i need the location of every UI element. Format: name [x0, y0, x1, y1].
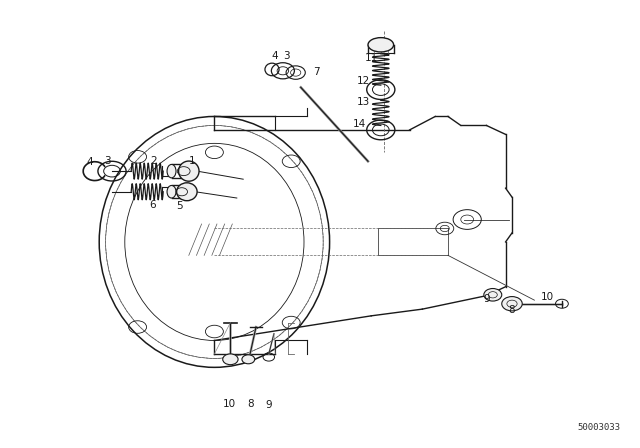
Text: 4: 4	[272, 51, 278, 61]
Text: 1: 1	[189, 156, 195, 166]
Text: 6: 6	[149, 200, 156, 210]
Ellipse shape	[177, 183, 197, 201]
Text: 8: 8	[509, 305, 515, 315]
Text: 14: 14	[353, 119, 366, 129]
Ellipse shape	[167, 185, 176, 198]
Ellipse shape	[368, 38, 394, 52]
Text: 4: 4	[86, 157, 93, 167]
Text: 7: 7	[314, 67, 320, 77]
Text: 3: 3	[104, 156, 111, 166]
Text: 8: 8	[248, 399, 254, 409]
Text: 9: 9	[483, 294, 490, 304]
Text: 9: 9	[266, 400, 272, 410]
Text: 3: 3	[284, 51, 290, 61]
Ellipse shape	[179, 161, 199, 181]
Text: 11: 11	[365, 53, 378, 63]
Ellipse shape	[167, 164, 176, 178]
Circle shape	[223, 354, 238, 365]
Text: 12: 12	[357, 76, 370, 86]
Text: 10: 10	[223, 399, 236, 409]
Text: 50003033: 50003033	[578, 423, 621, 432]
Ellipse shape	[99, 116, 330, 367]
Circle shape	[502, 297, 522, 311]
Text: 2: 2	[150, 156, 157, 166]
Text: 10: 10	[541, 292, 554, 302]
Circle shape	[242, 355, 255, 364]
Circle shape	[484, 289, 502, 301]
Text: 13: 13	[357, 97, 370, 107]
Text: 5: 5	[176, 201, 182, 211]
